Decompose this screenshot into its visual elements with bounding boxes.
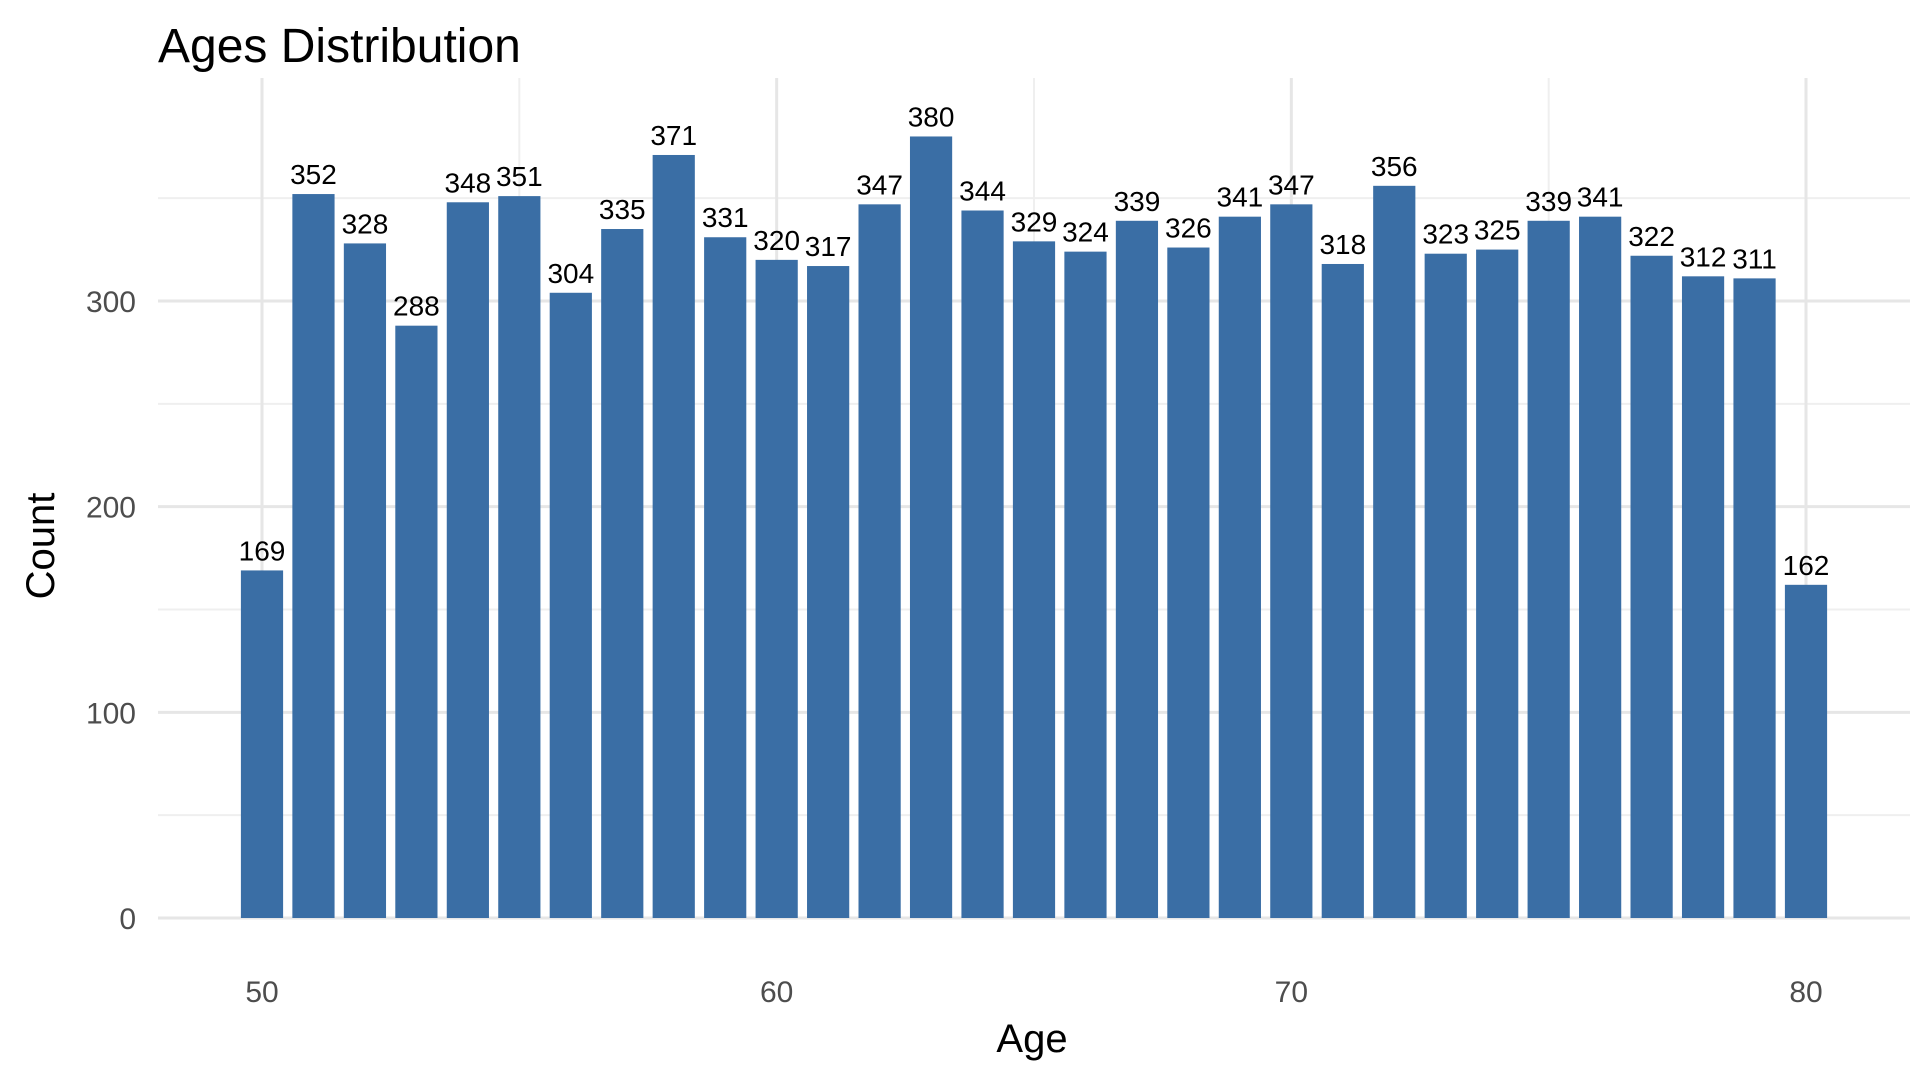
bar-value-label: 341 (1217, 182, 1264, 213)
bar (1733, 278, 1776, 918)
chart-title: Ages Distribution (158, 20, 521, 73)
bar (1579, 216, 1622, 919)
bar (961, 210, 1004, 919)
bar (1373, 185, 1416, 918)
bar-value-label: 162 (1783, 550, 1830, 581)
bar-value-label: 328 (342, 208, 389, 239)
bar (1476, 249, 1519, 919)
y-axis-title: Count (19, 493, 63, 600)
bar (1681, 276, 1725, 918)
bar (807, 266, 850, 919)
y-tick-label: 200 (86, 492, 136, 525)
bar-value-label: 344 (959, 176, 1006, 207)
bar-value-label: 352 (290, 159, 337, 190)
axis-ticks: 0 100 200 300 50 60 70 80 (86, 286, 1823, 1009)
x-axis-title: Age (996, 1017, 1067, 1061)
bar (858, 204, 901, 918)
bar (1218, 216, 1261, 919)
bar (704, 237, 747, 918)
bar (498, 196, 541, 919)
bar (1527, 220, 1570, 919)
x-tick-label: 50 (245, 976, 278, 1009)
bar-value-label: 312 (1680, 241, 1727, 272)
bar-value-label: 326 (1165, 213, 1212, 244)
bar-value-label: 311 (1732, 243, 1777, 274)
x-tick-label: 70 (1275, 976, 1308, 1009)
bar-value-label: 356 (1371, 151, 1418, 182)
bar-value-label: 324 (1062, 217, 1109, 248)
bar-value-label: 347 (856, 169, 903, 200)
bar (601, 229, 644, 918)
bar (343, 243, 387, 918)
bar-value-label: 325 (1474, 215, 1521, 246)
bar-value-label: 339 (1114, 186, 1161, 217)
x-tick-label: 80 (1789, 976, 1822, 1009)
bar-value-label: 331 (702, 202, 749, 233)
bar (549, 292, 592, 919)
y-tick-label: 300 (86, 286, 136, 319)
bar (1630, 255, 1673, 919)
bar-value-label: 329 (1011, 206, 1058, 237)
x-tick-label: 60 (760, 976, 793, 1009)
bar (1167, 247, 1210, 918)
bar (652, 154, 695, 918)
bar (755, 259, 798, 918)
bars (240, 136, 1828, 919)
bar (292, 194, 335, 918)
bar (1321, 263, 1364, 919)
bar-value-label: 320 (753, 225, 800, 256)
bar-value-label: 335 (599, 194, 646, 225)
bar-value-label: 380 (908, 101, 955, 132)
y-tick-label: 100 (86, 697, 136, 730)
bar-value-label: 169 (239, 535, 286, 566)
bar-value-label: 351 (496, 161, 543, 192)
bar (446, 202, 489, 918)
bar-value-label: 322 (1628, 221, 1675, 252)
bar (240, 570, 284, 918)
bar-value-label: 288 (393, 291, 440, 322)
bar-value-label: 341 (1577, 182, 1624, 213)
bar (909, 136, 953, 918)
bar-value-label: 371 (650, 120, 697, 151)
bar (395, 325, 438, 918)
y-tick-label: 0 (119, 903, 136, 936)
bar (1012, 241, 1056, 918)
bar (1064, 251, 1107, 918)
bar (1784, 584, 1828, 918)
bar-value-label: 323 (1422, 219, 1469, 250)
bar-value-label: 347 (1268, 169, 1315, 200)
bar-value-label: 339 (1525, 186, 1572, 217)
bar-value-label: 348 (445, 167, 492, 198)
bar (1115, 220, 1159, 919)
bar-value-label: 304 (547, 258, 594, 289)
bar-value-label: 318 (1319, 229, 1366, 260)
bar-value-label: 317 (805, 231, 852, 262)
bar (1424, 253, 1467, 919)
bar (1270, 204, 1313, 918)
